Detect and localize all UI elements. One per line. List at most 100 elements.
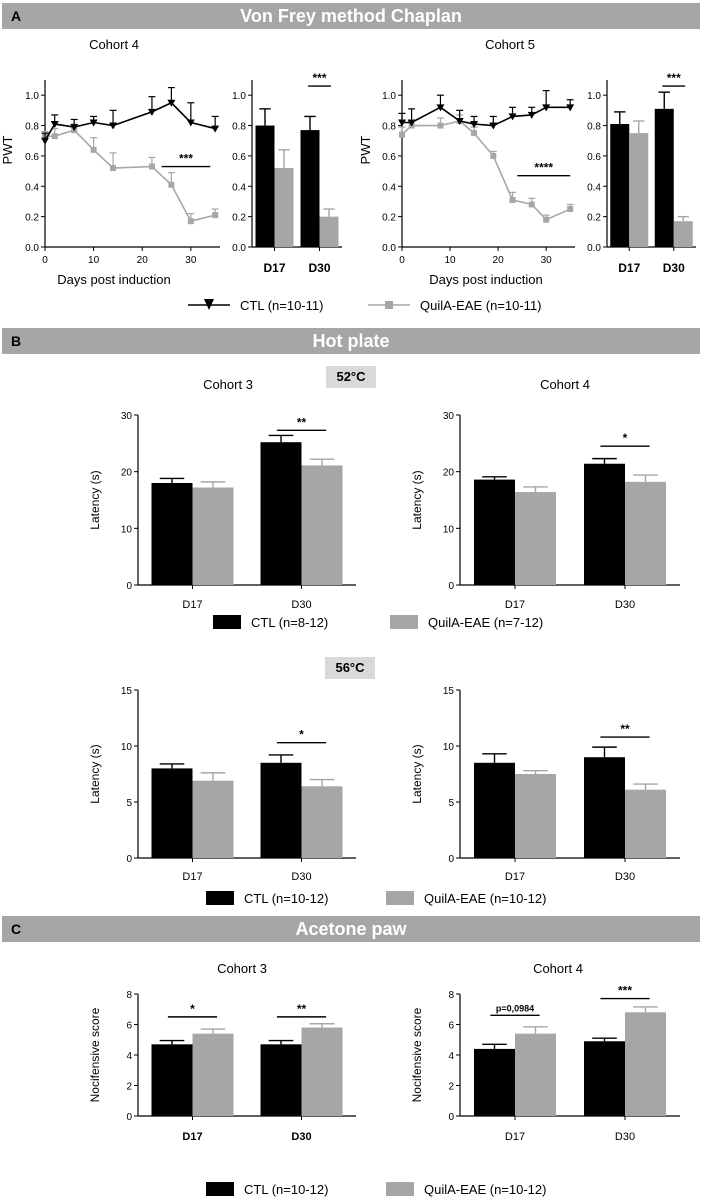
a_line_c5-xtick-label: 0: [399, 255, 405, 266]
a_line_c5-ytick-label: 0.4: [382, 182, 396, 193]
c_c3-category-label: D30: [291, 1131, 311, 1143]
b56_c3-sig-label: *: [299, 728, 304, 742]
a_line_c4-ctl-point: [147, 108, 156, 116]
c_c4-ytick-label: 6: [448, 1021, 454, 1032]
a_line_c4-eae-point: [51, 133, 58, 140]
c-legend-ctl-label: CTL (n=10-12): [244, 1182, 328, 1197]
b52_c3-category-label: D30: [291, 599, 311, 611]
a_line_c4-xtick-label: 20: [137, 255, 149, 266]
a-legend-ctl-label: CTL (n=10-11): [240, 298, 323, 313]
c_c3-ylabel: Nocifensive score: [88, 1007, 102, 1102]
a_line_c4-ytick-label: 0.0: [25, 243, 39, 254]
temp-52-label: 52°C: [326, 366, 376, 388]
a_line_c4-ctl-point: [109, 122, 118, 130]
b52_c3-ctl-bar-d30: [260, 442, 302, 585]
a_bar_c5-ctl-bar-d30: [654, 108, 674, 247]
temp-56-label: 56°C: [325, 657, 375, 679]
b52_c4-category-label: D30: [615, 599, 635, 611]
c_c4-title: Cohort 4: [533, 961, 583, 976]
b56_c4-eae-bar-d17: [515, 774, 556, 858]
a_line_c5-ctl-point: [527, 111, 536, 119]
a_line_c4-xtick-label: 10: [88, 255, 100, 266]
a_bar_c4-ytick-label: 0.2: [232, 213, 246, 224]
a_line_c4-ytick-label: 1.0: [25, 91, 39, 102]
a_bar_c5-ytick-label: 0.8: [587, 122, 601, 133]
a_line_c4-eae-point: [187, 218, 194, 225]
c_c3-ctl-bar-d30: [260, 1044, 302, 1116]
panel-b-letter: B: [11, 333, 22, 349]
b56-legend-ctl-swatch: [206, 891, 234, 905]
a_line_c5-title: Cohort 5: [485, 37, 535, 52]
a_bar_c4-eae-bar-d17: [274, 168, 294, 247]
a_line_c4-ctl-point: [167, 99, 176, 107]
b52_c4-ytick-label: 10: [443, 524, 455, 535]
b52_c3-eae-bar-d30: [301, 465, 343, 585]
b56_c3-ytick-label: 15: [121, 686, 133, 697]
a_line_c4-ctl-point: [211, 125, 220, 133]
b52-legend-eae-label: QuilA-EAE (n=7-12): [428, 615, 543, 630]
a-legend-ctl-marker: [204, 299, 214, 310]
c_c4-ylabel: Nocifensive score: [410, 1007, 424, 1102]
b52_c4-ctl-bar-d30: [584, 463, 625, 585]
a_line_c4-ctl-point: [186, 119, 195, 127]
b56-legend-eae-label: QuilA-EAE (n=10-12): [424, 891, 546, 906]
a_line_c5-eae-point: [528, 201, 535, 208]
c_c3-eae-bar-d17: [192, 1033, 234, 1116]
c-legend-eae-label: QuilA-EAE (n=10-12): [424, 1182, 546, 1197]
b52_c4-sig-label: *: [623, 431, 628, 445]
a_line_c5-eae-point: [567, 206, 574, 213]
a_line_c4-ylabel: PWT: [0, 136, 15, 165]
a_line_c5-xtick-label: 20: [493, 255, 505, 266]
c_c4-category-label: D30: [615, 1131, 635, 1143]
a_line_c5-ctl-point: [508, 113, 517, 121]
a_line_c5-ctl-point: [407, 119, 416, 127]
b52_c3-ytick-label: 0: [126, 581, 132, 592]
a_line_c5-eae-point: [490, 152, 497, 159]
b52_c4-title: Cohort 4: [540, 377, 590, 392]
b52-legend-ctl-swatch: [213, 615, 241, 629]
c_c3-ytick-label: 0: [126, 1112, 132, 1123]
a_bar_c5-category-label: D17: [618, 261, 640, 275]
a_line_c4-eae-point: [212, 212, 219, 219]
a_line_c5-ytick-label: 0.8: [382, 122, 396, 133]
c_c3-eae-bar-d30: [301, 1027, 343, 1116]
b56_c3-ytick-label: 5: [126, 798, 132, 809]
a_bar_c5-category-label: D30: [663, 261, 685, 275]
c_c4-ytick-label: 4: [448, 1051, 454, 1062]
b56_c3-ylabel: Latency (s): [88, 744, 102, 803]
a_bar_c4-ytick-label: 0.4: [232, 182, 246, 193]
a_line_c5-ctl-point: [470, 121, 479, 129]
b52_c3-category-label: D17: [182, 599, 202, 611]
b56_c3-ytick-label: 10: [121, 742, 133, 753]
c_c4-category-label: D17: [505, 1131, 525, 1143]
b52_c3-ctl-bar-d17: [151, 483, 193, 585]
c_c4-sig-label: ***: [618, 984, 632, 998]
b56_c4-category-label: D30: [615, 871, 635, 883]
a_line_c5-ytick-label: 1.0: [382, 91, 396, 102]
a_line_c4-xtick-label: 0: [42, 255, 48, 266]
a_bar_c5-eae-bar-d30: [673, 221, 693, 247]
a_bar_c4-category-label: D30: [308, 261, 330, 275]
c_c4-eae-bar-d17: [515, 1033, 556, 1116]
b56_c3-eae-bar-d17: [192, 780, 234, 858]
c_c3-ctl-bar-d17: [151, 1044, 193, 1116]
b56_c3-category-label: D30: [291, 871, 311, 883]
a_bar_c4-ytick-label: 0.6: [232, 152, 246, 163]
b56_c4-ytick-label: 15: [443, 686, 455, 697]
a_line_c4-eae-point: [110, 165, 117, 172]
a_line_c4-ctl-point: [70, 124, 79, 132]
a_line_c4-xtick-label: 30: [185, 255, 197, 266]
a_line_c5-ctl-point: [566, 104, 575, 112]
b52_c4-ylabel: Latency (s): [410, 470, 424, 529]
panel-c-banner: C Acetone paw: [2, 916, 700, 942]
a_line_c5-xtick-label: 30: [541, 255, 553, 266]
c_c3-sig-label: *: [190, 1002, 195, 1016]
a_bar_c4-ytick-label: 0.0: [232, 243, 246, 254]
b56_c4-ctl-bar-d30: [584, 757, 625, 858]
b56_c4-eae-bar-d30: [625, 789, 666, 858]
b56_c4-ytick-label: 0: [448, 854, 454, 865]
c_c3-ytick-label: 2: [126, 1082, 132, 1093]
a-legend-eae-label: QuilA-EAE (n=10-11): [420, 298, 542, 313]
a_bar_c5-ctl-bar-d17: [610, 124, 630, 247]
a_line_c4-ctl-point: [41, 137, 49, 145]
